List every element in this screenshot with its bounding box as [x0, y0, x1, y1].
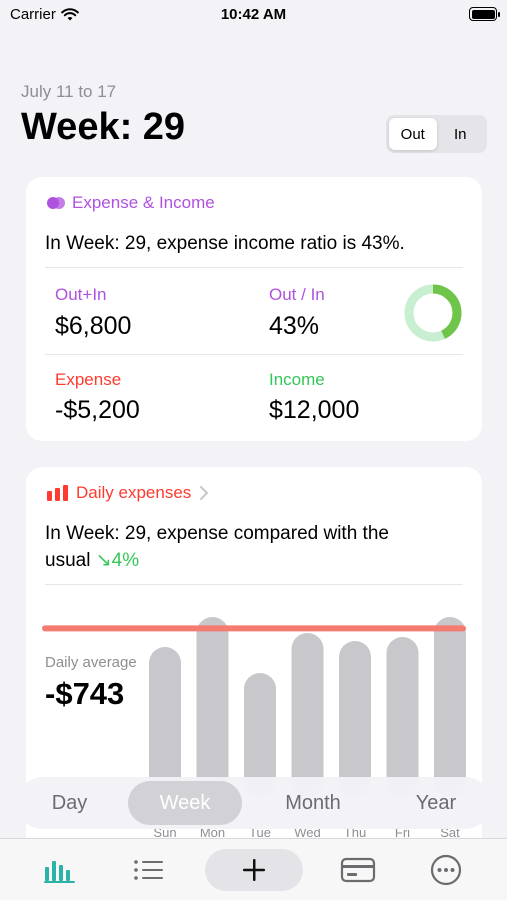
chart-bar-thu	[339, 641, 371, 797]
divider	[45, 354, 463, 355]
comparison-usual: usual	[45, 550, 91, 571]
carrier-group: Carrier	[10, 6, 79, 23]
divider	[45, 584, 463, 585]
more-icon	[430, 854, 462, 886]
period-selector[interactable]: Day Week Month Year	[17, 777, 491, 829]
list-icon	[134, 860, 163, 880]
out-in-segmented-control[interactable]: Out In	[386, 115, 487, 153]
ratio-donut-chart	[404, 284, 462, 342]
donut-arc	[404, 284, 462, 342]
divider	[45, 267, 463, 268]
expense-label: Expense	[55, 370, 122, 389]
ratio-value: 43%	[269, 312, 320, 340]
tab-bar	[0, 838, 507, 900]
circles-icon	[47, 197, 65, 209]
chart-bar-mon	[196, 617, 229, 797]
daily-expenses-bar-chart: Sun Mon Tue Wed Thu Fri Sat	[42, 617, 466, 840]
bar-chart-icon	[47, 485, 68, 501]
expense-income-title: Expense & Income	[72, 193, 215, 212]
daily-average-value: -$743	[45, 676, 125, 711]
status-bar: Carrier 10:42 AM	[0, 0, 507, 30]
ratio-sentence: In Week: 29, expense income ratio is 43%…	[45, 233, 405, 254]
period-month[interactable]: Month	[285, 791, 341, 814]
battery-icon	[469, 7, 500, 21]
add-button[interactable]	[205, 849, 303, 891]
daily-expenses-header[interactable]: Daily expenses	[46, 483, 209, 503]
comparison-line-1: In Week: 29, expense compared with the	[45, 523, 389, 544]
comparison-line-2: usual ↘4%	[45, 547, 465, 574]
card-icon	[340, 857, 376, 883]
chart-bar-wed	[291, 633, 324, 797]
daily-average-label: Daily average	[45, 654, 137, 671]
out-in-label: Out+In	[55, 285, 107, 304]
comparison-sentence: In Week: 29, expense compared with the u…	[45, 520, 465, 574]
tab-list[interactable]	[130, 853, 166, 887]
expense-income-card[interactable]: Expense & Income In Week: 29, expense in…	[26, 177, 482, 441]
out-in-value: $6,800	[55, 312, 132, 340]
carrier-label: Carrier	[10, 6, 56, 23]
plus-icon	[243, 859, 265, 881]
income-label: Income	[269, 370, 325, 389]
income-value: $12,000	[269, 396, 360, 424]
chevron-right-icon	[200, 486, 209, 500]
daily-expenses-card[interactable]: Daily expenses In Week: 29, expense comp…	[26, 467, 482, 897]
period-day[interactable]: Day	[51, 791, 88, 814]
chart-bar-sat	[434, 617, 466, 797]
trend-value: ↘4%	[95, 550, 140, 571]
expense-income-header: Expense & Income	[46, 193, 215, 213]
expense-value: -$5,200	[55, 396, 140, 424]
ratio-label: Out / In	[269, 285, 325, 304]
chart-bar-fri	[386, 637, 419, 797]
period-week[interactable]: Week	[128, 781, 242, 825]
daily-expenses-title: Daily expenses	[76, 483, 192, 502]
tab-more[interactable]	[428, 853, 464, 887]
clock: 10:42 AM	[220, 6, 287, 23]
date-range: July 11 to 17	[21, 82, 117, 101]
chart-bar-tue	[244, 673, 276, 797]
tab-chart[interactable]	[42, 853, 78, 887]
segment-out[interactable]: Out	[389, 118, 437, 150]
chart-icon	[44, 861, 75, 883]
page-title: Week: 29	[21, 106, 186, 148]
chart-bar-sun	[149, 647, 181, 797]
wifi-icon	[61, 8, 79, 21]
tab-card[interactable]	[340, 853, 376, 887]
segment-in[interactable]: In	[453, 125, 467, 143]
period-year[interactable]: Year	[415, 791, 457, 814]
